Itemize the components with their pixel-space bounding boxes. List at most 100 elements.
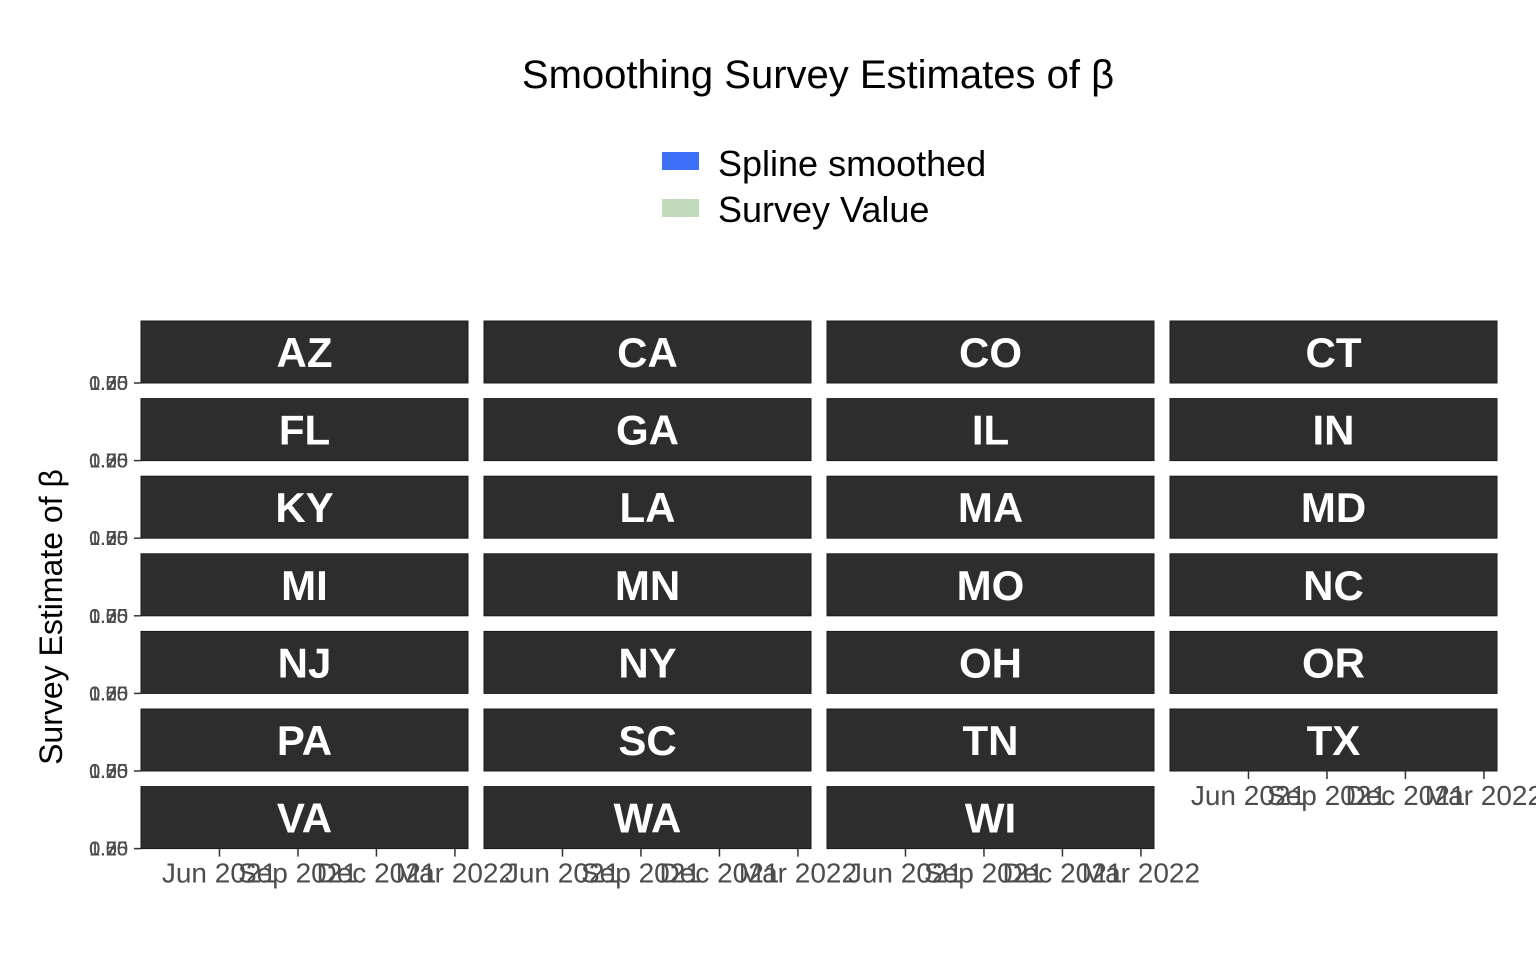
facet-label-co: CO	[959, 329, 1022, 376]
y-tick-label: 0.25	[89, 606, 128, 628]
facet-strip-nc	[1169, 553, 1498, 617]
x-tick-label: Dec 2021	[660, 858, 780, 889]
y-tick-label: 0.75	[89, 606, 128, 628]
x-tick-label: Jun 2021	[848, 858, 963, 889]
y-tick-label: 1.00	[89, 373, 128, 395]
facet-label-mn: MN	[615, 562, 680, 609]
facet-label-mo: MO	[957, 562, 1025, 609]
facet-label-tn: TN	[963, 717, 1019, 764]
facet-strip-ca	[483, 320, 812, 384]
facet-label-mi: MI	[281, 562, 328, 609]
facet-grid: AZ CA CO CT FL GA IL IN KY LA MA MD MI MN MO NC NJ NY OH OR…	[89, 320, 1536, 889]
facet-label-il: IL	[972, 407, 1009, 454]
facet-label-pa: PA	[277, 717, 332, 764]
facet-label-ma: MA	[958, 484, 1023, 531]
facet-strip-co	[826, 320, 1155, 384]
x-tick-label: Sep 2021	[238, 858, 358, 889]
facet-label-sc: SC	[618, 717, 676, 764]
x-tick-label: Mar 2022	[1425, 780, 1536, 811]
facet-strip-in	[1169, 398, 1498, 462]
y-tick-label: 0.75	[89, 683, 128, 705]
y-tick-label: 1.00	[89, 528, 128, 550]
y-tick-label: 1.00	[89, 606, 128, 628]
x-tick-label: Mar 2022	[1082, 858, 1200, 889]
y-tick-label: 0.50	[89, 761, 128, 783]
facet-strip-mn	[483, 553, 812, 617]
y-tick-label: 0.25	[89, 761, 128, 783]
y-axis-title: Survey Estimate of β	[33, 469, 69, 765]
facet-label-az: AZ	[277, 329, 333, 376]
facet-label-nc: NC	[1303, 562, 1364, 609]
y-tick-label: 0.50	[89, 451, 128, 473]
facet-strip-pa	[140, 708, 469, 772]
y-tick-label: 0.50	[89, 839, 128, 861]
facet-strip-ny	[483, 630, 812, 694]
y-tick-label: 0.75	[89, 528, 128, 550]
legend-key-survey	[662, 199, 699, 217]
x-tick-label: Dec 2021	[1003, 858, 1123, 889]
facet-strip-mi	[140, 553, 469, 617]
y-tick-label: 0.25	[89, 373, 128, 395]
x-tick-label: Jun 2021	[505, 858, 620, 889]
y-tick-label: 0.75	[89, 761, 128, 783]
facet-strip-tn	[826, 708, 1155, 772]
x-tick-label: Sep 2021	[1267, 780, 1387, 811]
facet-label-oh: OH	[959, 639, 1022, 686]
x-tick-label: Jun 2021	[1191, 780, 1306, 811]
chart-title: Smoothing Survey Estimates of β	[522, 53, 1114, 97]
y-tick-label: 0.75	[89, 839, 128, 861]
x-tick-label: Sep 2021	[924, 858, 1044, 889]
facet-label-la: LA	[620, 484, 676, 531]
facet-label-or: OR	[1302, 639, 1365, 686]
facet-strip-wa	[483, 786, 812, 850]
facet-label-wi: WI	[965, 795, 1016, 842]
legend-label-spline: Spline smoothed	[718, 143, 986, 184]
facet-label-ct: CT	[1306, 329, 1362, 376]
y-tick-label: 1.00	[89, 839, 128, 861]
x-tick-label: Sep 2021	[581, 858, 701, 889]
facet-strip-ky	[140, 475, 469, 539]
facet-strip-or	[1169, 630, 1498, 694]
facet-strip-mo	[826, 553, 1155, 617]
facet-strip-md	[1169, 475, 1498, 539]
legend-key-spline	[662, 152, 699, 170]
facet-strip-wi	[826, 786, 1155, 850]
y-tick-label: 1.00	[89, 683, 128, 705]
x-tick-label: Mar 2022	[739, 858, 857, 889]
facet-label-wa: WA	[614, 795, 682, 842]
facet-strip-sc	[483, 708, 812, 772]
facet-strip-tx	[1169, 708, 1498, 772]
facet-strip-ma	[826, 475, 1155, 539]
facet-label-nj: NJ	[278, 639, 332, 686]
y-tick-label: 0.50	[89, 373, 128, 395]
facet-label-tx: TX	[1307, 717, 1361, 764]
x-tick-label: Mar 2022	[396, 858, 514, 889]
facet-label-ny: NY	[618, 639, 676, 686]
y-tick-label: 0.75	[89, 373, 128, 395]
x-tick-label: Dec 2021	[317, 858, 437, 889]
legend: Spline smoothed Survey Value	[662, 143, 986, 230]
y-tick-label: 1.00	[89, 451, 128, 473]
facet-label-ca: CA	[617, 329, 678, 376]
y-tick-label: 0.25	[89, 839, 128, 861]
facet-label-va: VA	[277, 795, 332, 842]
facet-label-fl: FL	[279, 407, 330, 454]
facet-strip-ct	[1169, 320, 1498, 384]
facet-label-ga: GA	[616, 407, 679, 454]
facet-strip-oh	[826, 630, 1155, 694]
facet-label-md: MD	[1301, 484, 1366, 531]
x-tick-label: Jun 2021	[162, 858, 277, 889]
facet-strip-il	[826, 398, 1155, 462]
x-tick-label: Dec 2021	[1346, 780, 1466, 811]
legend-label-survey: Survey Value	[718, 189, 929, 230]
y-tick-label: 0.75	[89, 451, 128, 473]
facet-label-ky: KY	[275, 484, 333, 531]
y-tick-label: 0.50	[89, 683, 128, 705]
y-tick-label: 0.25	[89, 451, 128, 473]
y-tick-label: 0.50	[89, 606, 128, 628]
y-tick-label: 1.00	[89, 761, 128, 783]
y-tick-label: 0.50	[89, 528, 128, 550]
facet-label-in: IN	[1313, 407, 1355, 454]
facet-strip-nj	[140, 630, 469, 694]
